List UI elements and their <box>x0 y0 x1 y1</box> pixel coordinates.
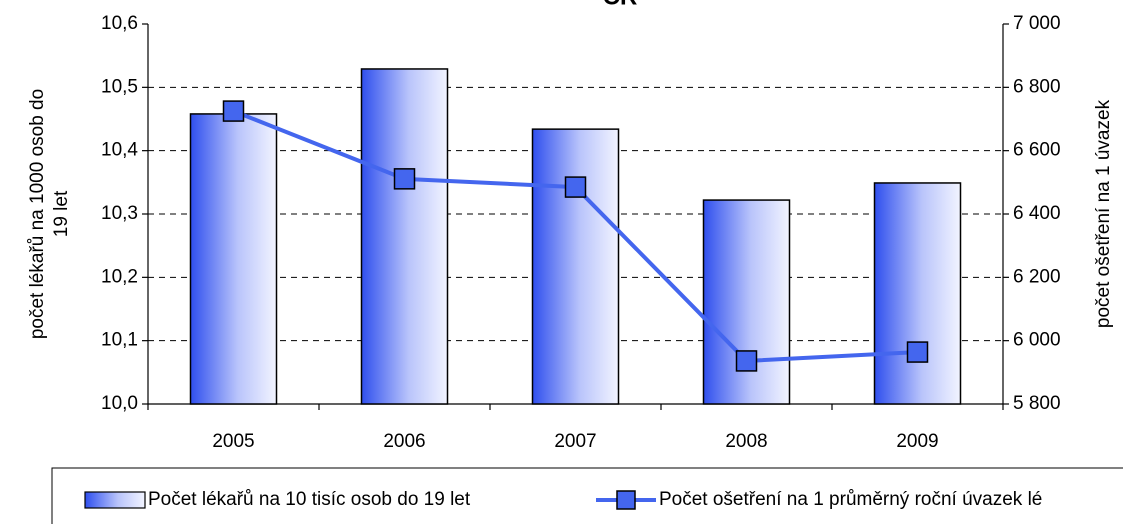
y2-tick-label: 6 400 <box>1013 203 1061 224</box>
y-tick-label: 10,2 <box>101 266 138 287</box>
legend-box <box>51 467 1123 524</box>
x-tick-label: 2009 <box>896 431 938 452</box>
bar <box>189 113 278 405</box>
y-tick-label: 10,4 <box>101 140 138 161</box>
y-axis-title: počet lékařů na 1000 osob do 19 let <box>27 89 72 339</box>
bar <box>360 68 449 405</box>
y2-tick-label: 6 800 <box>1013 76 1061 97</box>
x-tick-label: 2008 <box>725 431 767 452</box>
y2-axis-title: počet ošetření na 1 úvazek <box>1093 99 1114 328</box>
legend-label: Počet ošetření na 1 průměrný roční úvaze… <box>659 489 1042 510</box>
bar <box>531 128 620 405</box>
line-marker <box>393 168 416 190</box>
y-tick-label: 10,5 <box>101 76 138 97</box>
x-tick-label: 2005 <box>212 431 254 452</box>
line-marker <box>222 100 245 122</box>
y-axis-title-line: počet lékařů na 1000 osob do <box>27 89 48 339</box>
legend-marker <box>616 490 636 510</box>
x-tick-label: 2007 <box>554 431 596 452</box>
y-tick-label: 10,6 <box>101 13 138 34</box>
y-tick-label: 10,1 <box>101 330 138 351</box>
y-axis-title-line: 19 let <box>51 190 72 237</box>
x-tick-label: 2006 <box>383 431 425 452</box>
y-tick-label: 10,3 <box>101 203 138 224</box>
line-marker <box>564 176 587 198</box>
line-marker <box>735 350 758 372</box>
y2-tick-label: 6 600 <box>1013 140 1061 161</box>
chart-title: ČR <box>603 0 638 10</box>
y-tick-label: 10,0 <box>101 393 138 414</box>
y2-tick-label: 7 000 <box>1013 13 1061 34</box>
bar <box>702 199 791 405</box>
bar <box>873 182 962 405</box>
legend-label: Počet lékařů na 10 tisíc osob do 19 let <box>148 489 471 510</box>
y2-tick-label: 6 200 <box>1013 266 1061 287</box>
line-marker <box>906 341 929 363</box>
y2-tick-label: 6 000 <box>1013 330 1061 351</box>
legend-swatch <box>84 491 146 509</box>
y2-tick-label: 5 800 <box>1013 393 1061 414</box>
